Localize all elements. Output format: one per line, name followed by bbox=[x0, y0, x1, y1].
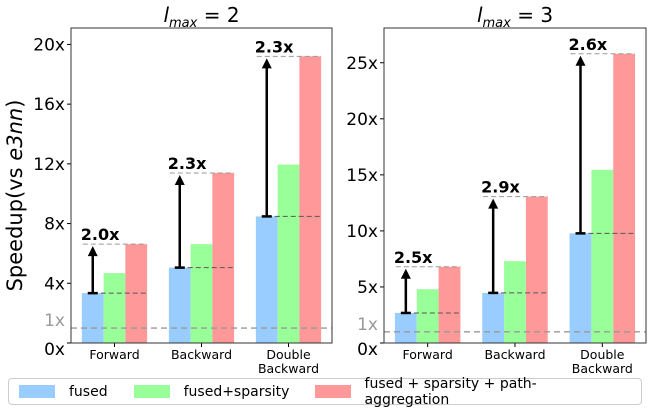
bar-fused-0 bbox=[394, 312, 417, 343]
arrow-head bbox=[575, 55, 586, 66]
speedup-annotation: 2.6x bbox=[569, 35, 608, 54]
y-tick-label: 4x bbox=[44, 274, 65, 294]
axes-frame bbox=[383, 27, 647, 344]
x-tick-label: Backward bbox=[258, 361, 319, 376]
y-tick-label: 12x bbox=[33, 155, 65, 175]
speedup-annotation: 2.3x bbox=[255, 37, 294, 56]
x-tick-label: Double bbox=[580, 347, 625, 362]
bar-fused-sparsity-2 bbox=[277, 164, 300, 343]
bar-fused-sparsity-path-aggregation-2 bbox=[613, 53, 636, 343]
legend-item-fused: fused bbox=[19, 384, 108, 400]
y-tick-label-1x: 1x bbox=[44, 311, 65, 331]
bar-fused-1 bbox=[168, 267, 191, 343]
y-tick-label: 0x bbox=[357, 340, 378, 360]
x-tick-label: Forward bbox=[89, 347, 139, 362]
x-tick-label: Double bbox=[266, 347, 311, 362]
speedup-annotation: 2.9x bbox=[481, 178, 520, 197]
speedup-annotation: 2.0x bbox=[81, 225, 120, 244]
legend-label: fused+sparsity bbox=[183, 383, 290, 400]
y-tick-label: 16x bbox=[33, 95, 65, 115]
arrow-head bbox=[261, 58, 272, 69]
bar-fused-0 bbox=[81, 293, 104, 343]
panel-title: lmax = 2 bbox=[163, 3, 239, 31]
bar-fused-sparsity-path-aggregation-1 bbox=[525, 196, 548, 343]
x-tick-label: Backward bbox=[484, 347, 545, 362]
legend-swatch bbox=[19, 385, 55, 398]
y-tick-label: 15x bbox=[346, 166, 378, 186]
legend-label: fused bbox=[69, 383, 108, 400]
y-tick-label: 0x bbox=[44, 340, 65, 360]
x-tick-label: Backward bbox=[572, 361, 633, 376]
y-tick-label: 20x bbox=[33, 35, 65, 55]
panel-2: 2.5xForward2.9xBackward2.6xDoubleBackwar… bbox=[346, 3, 647, 376]
y-tick-label: 8x bbox=[44, 215, 65, 235]
bar-fused-sparsity-0 bbox=[103, 273, 126, 343]
y-tick-label: 25x bbox=[346, 54, 378, 74]
speedup-annotation: 2.3x bbox=[168, 154, 207, 173]
panel-title: lmax = 3 bbox=[477, 3, 553, 31]
y-tick-label: 5x bbox=[357, 278, 378, 298]
axes-frame bbox=[70, 27, 333, 344]
arrow-head bbox=[87, 246, 98, 257]
y-tick-label: 10x bbox=[346, 222, 378, 242]
legend: fused fused+sparsity fused + sparsity + … bbox=[8, 376, 642, 408]
arrow-head bbox=[488, 198, 499, 209]
bar-fused-sparsity-1 bbox=[190, 244, 213, 343]
bar-fused-2 bbox=[569, 233, 592, 343]
legend-swatch bbox=[133, 385, 170, 398]
bar-fused-sparsity-path-aggregation-1 bbox=[212, 172, 235, 343]
bar-fused-2 bbox=[255, 216, 278, 343]
legend-item-path-aggregation: fused + sparsity + path-aggregation bbox=[315, 376, 615, 408]
bar-fused-1 bbox=[482, 292, 505, 343]
bar-fused-sparsity-path-aggregation-0 bbox=[438, 266, 461, 343]
x-tick-label: Forward bbox=[403, 347, 453, 362]
legend-item-fused-sparsity: fused+sparsity bbox=[133, 383, 290, 400]
bar-fused-sparsity-0 bbox=[416, 289, 439, 343]
y-tick-label-1x: 1x bbox=[357, 315, 378, 335]
bar-fused-sparsity-path-aggregation-2 bbox=[299, 56, 322, 343]
y-axis-label: Speedup(vs e3nn) bbox=[3, 100, 27, 292]
arrow-head bbox=[400, 268, 411, 279]
bar-fused-sparsity-2 bbox=[591, 169, 614, 343]
legend-label: fused + sparsity + path-aggregation bbox=[364, 375, 537, 408]
panel-1: 2.0xForward2.3xBackward2.3xDoubleBackwar… bbox=[3, 3, 333, 376]
speedup-annotation: 2.5x bbox=[394, 248, 433, 267]
legend-swatch bbox=[315, 385, 351, 398]
y-tick-label: 20x bbox=[346, 110, 378, 130]
bar-fused-sparsity-1 bbox=[504, 261, 526, 343]
arrow-head bbox=[174, 174, 185, 185]
chart-canvas: 2.0xForward2.3xBackward2.3xDoubleBackwar… bbox=[3, 3, 647, 376]
x-tick-label: Backward bbox=[171, 347, 232, 362]
